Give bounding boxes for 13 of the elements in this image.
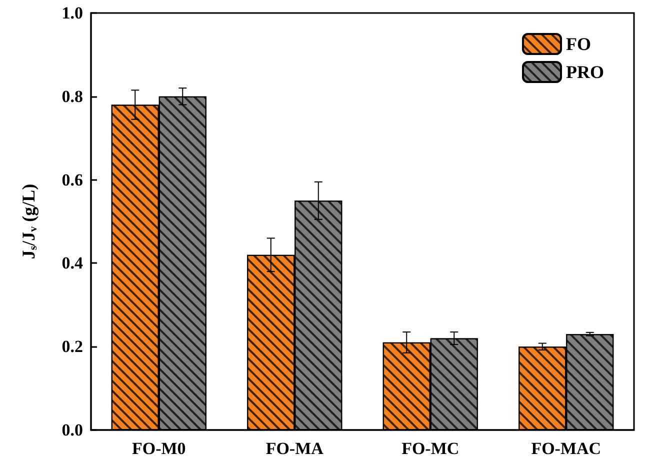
legend-label: PRO <box>566 62 604 82</box>
y-axis-title: Js/Jv (g/L) <box>18 184 40 260</box>
y-tick-label: 0.2 <box>62 337 83 356</box>
y-tick-label: 1.0 <box>62 4 83 22</box>
x-tick-label: FO-M0 <box>132 439 186 458</box>
x-tick-label: FO-MA <box>266 439 324 458</box>
y-tick-label: 0.4 <box>62 254 84 273</box>
y-tick-label: 0.6 <box>62 170 83 190</box>
y-tick-label: 0.8 <box>62 86 83 106</box>
x-tick-label: FO-MAC <box>531 439 602 458</box>
y-tick-label: 0.0 <box>62 420 83 440</box>
legend-label: FO <box>566 34 592 54</box>
x-tick-label: FO-MC <box>402 439 460 458</box>
